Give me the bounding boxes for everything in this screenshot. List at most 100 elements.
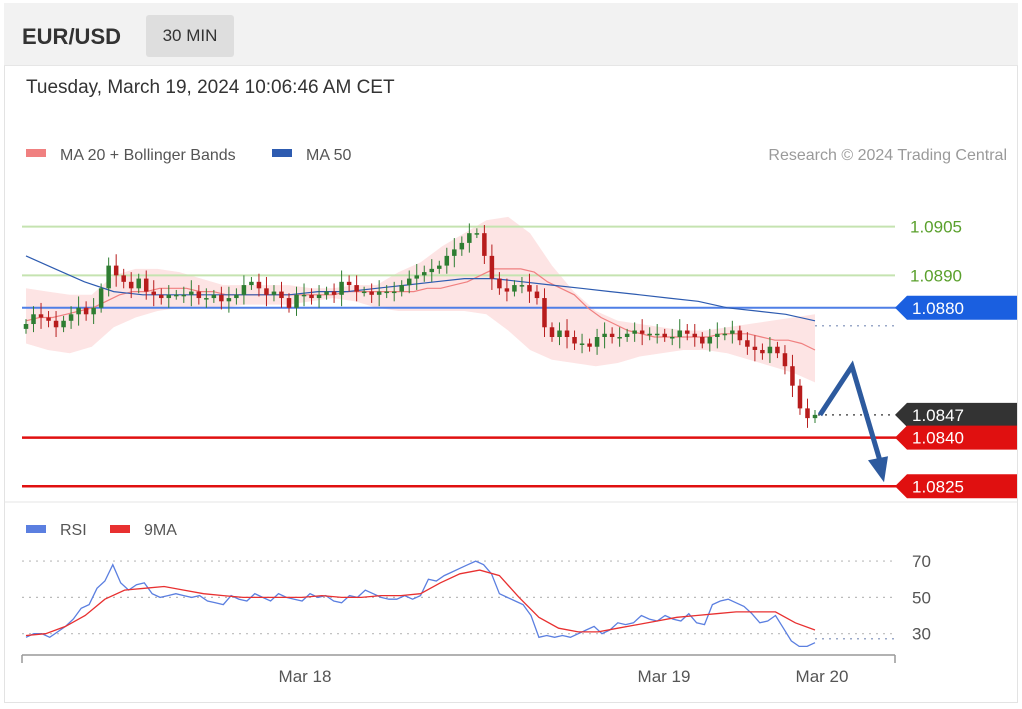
rsi-panel: 70 50 30: [22, 552, 931, 648]
candlestick: [647, 327, 652, 341]
candle-body: [654, 333, 660, 336]
candlestick: [707, 328, 713, 352]
candlestick: [76, 296, 81, 326]
candlestick: [459, 236, 465, 256]
candle-body: [181, 294, 187, 297]
candle-body: [316, 294, 322, 299]
candle-body: [219, 294, 224, 302]
ma50-line: [25, 255, 816, 322]
candle-body: [136, 278, 141, 289]
candlestick: [737, 325, 743, 346]
candlestick: [279, 281, 284, 308]
candlestick: [542, 288, 547, 337]
level-1-0840-label: 1.0840: [912, 429, 964, 448]
candlesticks: [23, 223, 818, 428]
candlestick: [301, 283, 307, 307]
candle-body: [46, 317, 51, 321]
level-1-0905-label: 1.0905: [910, 218, 962, 237]
candle-body: [482, 233, 487, 256]
candle-body: [534, 291, 540, 299]
candlestick: [474, 228, 480, 239]
candlestick: [309, 288, 314, 305]
candlestick: [519, 276, 525, 294]
candle-body: [459, 242, 465, 250]
candlestick: [437, 260, 442, 274]
candlestick: [632, 322, 637, 342]
ma20-legend-label: MA 20 + Bollinger Bands: [60, 147, 236, 164]
ma50-legend-label: MA 50: [306, 147, 351, 164]
candle-body: [361, 291, 367, 294]
candle-body: [444, 255, 450, 266]
candlestick: [587, 338, 592, 352]
candlestick: [549, 322, 555, 342]
source-credit: Research © 2024 Trading Central: [768, 147, 1007, 164]
candlestick: [429, 259, 435, 282]
candle-body: [572, 337, 577, 344]
candle-body: [211, 294, 217, 299]
candlestick: [609, 327, 615, 344]
candle-body: [294, 294, 299, 308]
candlestick: [113, 254, 119, 287]
candle-body: [31, 314, 36, 325]
candlestick: [534, 285, 540, 305]
candle-body: [23, 324, 29, 329]
candlestick: [767, 337, 773, 363]
candle-body: [752, 346, 758, 350]
level-1-0825-tag: [895, 474, 1017, 499]
candlestick: [669, 328, 675, 346]
candle-body: [557, 330, 562, 337]
candle-body: [384, 291, 389, 294]
candlestick: [166, 285, 172, 308]
candlestick: [745, 332, 750, 355]
candlestick: [83, 301, 89, 321]
candlestick: [406, 270, 412, 294]
candlestick: [700, 332, 705, 349]
candlestick: [38, 302, 44, 329]
candle-body: [189, 291, 194, 295]
candlestick: [797, 379, 803, 415]
forecast-arrowhead: [868, 456, 888, 483]
candlestick: [226, 286, 232, 313]
candlestick: [654, 324, 660, 344]
candlestick: [339, 270, 344, 307]
candlestick: [602, 322, 607, 349]
candlestick: [422, 265, 427, 282]
candle-body: [437, 265, 442, 269]
candle-body: [174, 294, 179, 297]
candlestick: [219, 286, 224, 310]
rsi-tick-50: 50: [912, 588, 931, 607]
candle-body: [406, 278, 412, 286]
candlestick: [23, 319, 29, 334]
candle-body: [722, 333, 728, 336]
candle-body: [98, 288, 104, 308]
candle-body: [61, 320, 66, 328]
ma20-line: [25, 268, 816, 351]
candle-body: [331, 291, 337, 295]
chart-widget: [4, 3, 1018, 703]
candle-body: [730, 330, 735, 334]
candle-body: [354, 285, 359, 292]
candle-body: [256, 281, 262, 289]
candlestick: [504, 278, 510, 302]
candlestick: [128, 272, 134, 299]
rsi-line: [25, 560, 816, 648]
candle-body: [812, 414, 818, 419]
candle-body: [346, 281, 352, 286]
chart-header: EUR/USD 30 MIN: [4, 3, 1018, 66]
candlestick: [414, 263, 419, 290]
candlestick: [594, 328, 600, 355]
candle-body: [632, 330, 637, 334]
candle-body: [113, 265, 119, 276]
timeframe-badge[interactable]: 30 MIN: [146, 15, 234, 57]
candle-body: [512, 285, 517, 292]
candle-body: [767, 346, 773, 354]
candlestick: [572, 330, 577, 350]
candle-body: [474, 233, 480, 235]
candlestick: [249, 276, 254, 290]
candle-body: [414, 275, 419, 279]
candlestick: [61, 315, 66, 333]
rsi-ma-legend-label: 9MA: [144, 522, 177, 539]
candle-body: [685, 330, 690, 334]
candlestick: [264, 276, 269, 307]
candle-body: [452, 249, 457, 256]
